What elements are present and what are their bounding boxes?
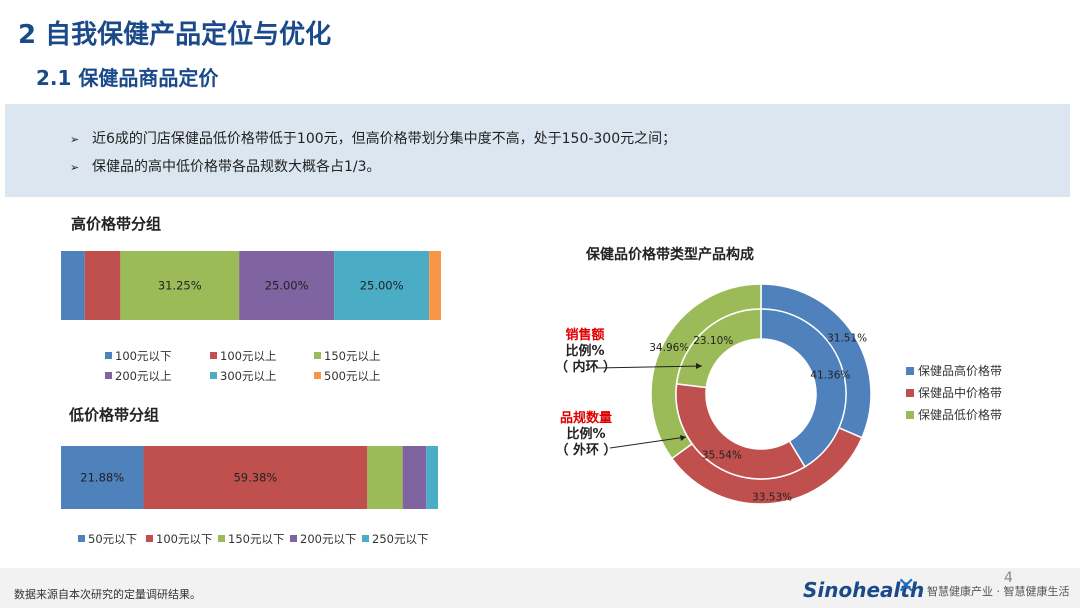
legend-label: 300元以上 xyxy=(220,369,277,383)
legend-item: 100元以下 xyxy=(146,531,212,547)
low-price-data-label: 59.38% xyxy=(233,471,277,485)
legend-label: 100元以下 xyxy=(115,349,172,363)
legend-item: 200元以上 xyxy=(105,368,171,384)
page-title: 2 自我保健产品定位与优化 xyxy=(18,20,332,50)
low-price-bar-segment xyxy=(426,446,438,509)
donut-chart-title: 保健品价格带类型产品构成 xyxy=(586,247,754,263)
high-price-data-label: 25.00% xyxy=(265,279,309,293)
legend-swatch xyxy=(906,389,914,397)
legend-label: 250元以下 xyxy=(372,532,429,546)
data-source-note: 数据来源自本次研究的定量调研结果。 xyxy=(14,588,201,601)
high-price-bar-segment xyxy=(120,251,240,320)
legend-label: 保健品高价格带 xyxy=(918,364,1003,378)
high-price-bar-segment xyxy=(61,251,85,320)
legend-label: 200元以上 xyxy=(115,369,172,383)
high-price-chart-title: 高价格带分组 xyxy=(71,215,162,233)
high-price-bar-segment xyxy=(84,251,121,320)
legend-swatch xyxy=(314,372,321,379)
low-price-bar-segment xyxy=(402,446,427,509)
high-price-data-label: 31.25% xyxy=(158,279,202,293)
inner-ring-callout: 销售额 比例% （ 内环 ） xyxy=(555,328,617,375)
inner-ring-data-label: 35.54% xyxy=(702,449,742,461)
legend-item: 保健品中价格带 xyxy=(906,384,1002,406)
legend-item: 500元以上 xyxy=(314,368,380,384)
legend-item: 100元以下 xyxy=(105,348,171,364)
legend-item: 250元以下 xyxy=(362,531,428,547)
high-price-bar-segment xyxy=(239,251,335,320)
legend-swatch xyxy=(218,535,225,542)
legend-label: 150元以下 xyxy=(228,532,285,546)
legend-item: 150元以上 xyxy=(314,348,380,364)
low-price-chart-title: 低价格带分组 xyxy=(69,406,160,424)
legend-swatch xyxy=(210,352,217,359)
inner-ring-slice xyxy=(760,308,847,468)
legend-label: 保健品中价格带 xyxy=(918,386,1003,400)
summary-box xyxy=(5,104,1070,197)
legend-item: 保健品低价格带 xyxy=(906,406,1002,428)
outer-ring-data-label: 31.51% xyxy=(827,332,867,344)
legend-swatch xyxy=(105,352,112,359)
outer-ring-callout: 品规数量 比例% （ 外环 ） xyxy=(555,411,617,458)
legend-item: 200元以下 xyxy=(290,531,356,547)
legend-label: 150元以上 xyxy=(324,349,381,363)
brand-logo: Sinohealth xyxy=(803,578,925,602)
legend-swatch xyxy=(78,535,85,542)
low-price-bar-segment xyxy=(367,446,403,509)
arrow-bullet-icon: ➢ xyxy=(70,161,80,174)
legend-swatch xyxy=(105,372,112,379)
outer-ring-pointer xyxy=(609,436,687,449)
summary-bullet: ➢ 保健品的高中低价格带各品规数大概各占1/3。 xyxy=(70,159,381,175)
legend-label: 100元以上 xyxy=(220,349,277,363)
donut-legend: 保健品高价格带 保健品中价格带 保健品低价格带 xyxy=(906,362,1002,428)
legend-swatch xyxy=(906,411,914,419)
brand-mark-icon: ✕ xyxy=(897,574,916,599)
low-price-bar-segment xyxy=(143,446,368,509)
legend-label: 保健品低价格带 xyxy=(918,408,1003,422)
legend-swatch xyxy=(146,535,153,542)
legend-label: 200元以下 xyxy=(300,532,357,546)
legend-item: 300元以上 xyxy=(210,368,276,384)
summary-bullet: ➢ 近6成的门店保健品低价格带低于100元，但高价格带划分集中度不高，处于150-… xyxy=(70,131,677,147)
outer-ring-data-label: 33.53% xyxy=(752,491,792,503)
page-number: 4 xyxy=(1004,570,1013,586)
legend-item: 100元以上 xyxy=(210,348,276,364)
outer-ring-data-label: 34.96% xyxy=(649,342,689,354)
high-price-bar-segment xyxy=(334,251,430,320)
arrow-bullet-icon: ➢ xyxy=(70,133,80,146)
low-price-bar-segment xyxy=(61,446,144,509)
legend-swatch xyxy=(290,535,297,542)
legend-item: 50元以下 xyxy=(78,531,137,547)
page-subtitle: 2.1 保健品商品定价 xyxy=(36,66,219,90)
legend-label: 100元以下 xyxy=(156,532,213,546)
high-price-bar-segment xyxy=(429,251,441,320)
brand-tagline: 智慧健康产业 · 智慧健康生活 xyxy=(927,585,1070,598)
legend-swatch xyxy=(906,367,914,375)
legend-item: 保健品高价格带 xyxy=(906,362,1002,384)
outer-ring-pointer-arrowhead xyxy=(680,435,686,441)
inner-ring-data-label: 41.36% xyxy=(810,370,850,382)
inner-ring-pointer xyxy=(595,365,703,369)
inner-ring-data-label: 23.10% xyxy=(693,335,733,347)
footer-bar xyxy=(0,568,1080,608)
inner-ring-slice xyxy=(675,383,806,480)
legend-label: 500元以上 xyxy=(324,369,381,383)
low-price-data-label: 21.88% xyxy=(80,471,124,485)
legend-label: 50元以下 xyxy=(88,532,138,546)
high-price-data-label: 25.00% xyxy=(360,279,404,293)
inner-ring-pointer-arrowhead xyxy=(696,363,702,369)
legend-item: 150元以下 xyxy=(218,531,284,547)
legend-swatch xyxy=(210,372,217,379)
legend-swatch xyxy=(362,535,369,542)
legend-swatch xyxy=(314,352,321,359)
